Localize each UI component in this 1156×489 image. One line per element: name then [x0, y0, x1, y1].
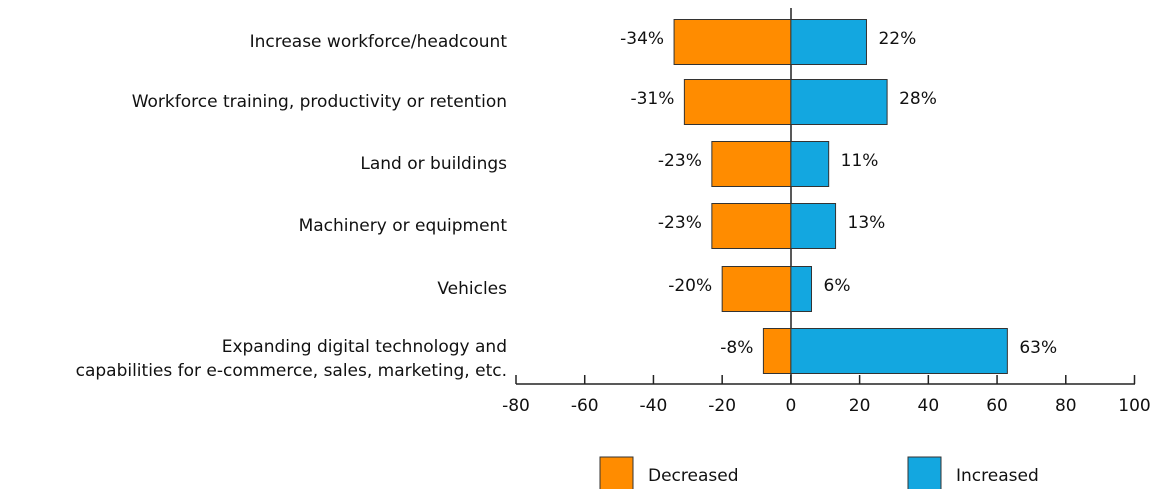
value-label: -31%	[630, 89, 674, 109]
bar	[790, 141, 830, 187]
legend-label: Decreased	[648, 466, 739, 486]
bar	[721, 266, 792, 312]
value-label: 11%	[841, 151, 879, 171]
bar	[790, 79, 888, 125]
bar	[790, 19, 867, 65]
x-tick-label: 0	[785, 396, 796, 416]
bar	[790, 328, 1008, 374]
value-label: -34%	[620, 29, 664, 49]
category-label: Land or buildings	[360, 154, 507, 174]
x-tick-label: -40	[640, 396, 668, 416]
category-label: Vehicles	[437, 279, 507, 299]
category-label: capabilities for e-commerce, sales, mark…	[76, 361, 507, 381]
bar	[673, 19, 792, 65]
value-label: 63%	[1019, 338, 1057, 358]
category-label: Expanding digital technology and	[222, 337, 507, 357]
value-label: 6%	[824, 276, 851, 296]
value-label: -8%	[720, 338, 753, 358]
x-tick-label: 60	[986, 396, 1008, 416]
legend-swatch	[599, 456, 634, 489]
value-label: 28%	[899, 89, 937, 109]
value-label: -20%	[668, 276, 712, 296]
value-label: 13%	[848, 213, 886, 233]
category-label: Machinery or equipment	[299, 216, 508, 236]
category-label: Workforce training, productivity or rete…	[132, 92, 507, 112]
legend-swatch	[907, 456, 942, 489]
x-tick-label: -60	[571, 396, 599, 416]
x-tick-label: 40	[918, 396, 940, 416]
bar	[762, 328, 792, 374]
x-tick-label: 20	[849, 396, 871, 416]
bar	[711, 203, 792, 249]
legend-label: Increased	[956, 466, 1039, 486]
x-tick-label: -80	[502, 396, 530, 416]
value-label: -23%	[658, 151, 702, 171]
bar	[790, 203, 837, 249]
x-tick-label: 80	[1055, 396, 1077, 416]
category-label: Increase workforce/headcount	[250, 32, 508, 52]
value-label: 22%	[878, 29, 916, 49]
bar	[711, 141, 792, 187]
bar	[683, 79, 792, 125]
bar	[790, 266, 813, 312]
x-tick-label: 100	[1118, 396, 1150, 416]
value-label: -23%	[658, 213, 702, 233]
x-tick-label: -20	[708, 396, 736, 416]
